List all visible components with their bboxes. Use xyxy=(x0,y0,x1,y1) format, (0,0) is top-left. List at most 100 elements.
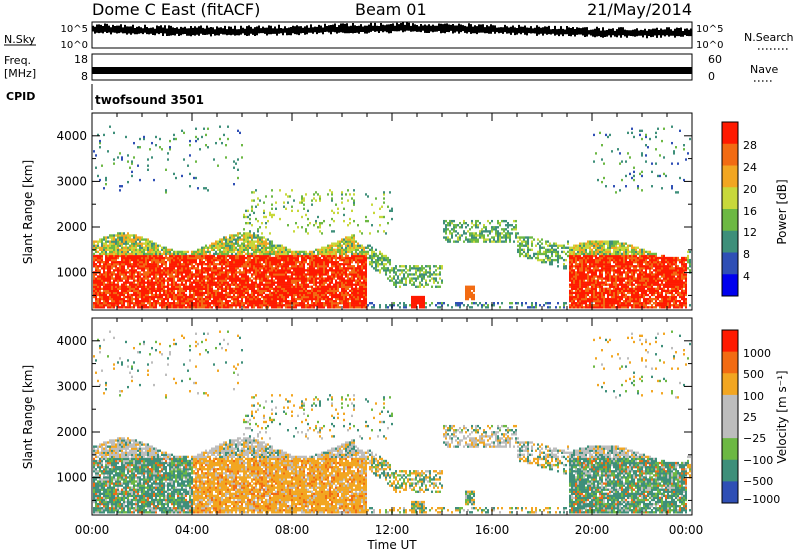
power-cell xyxy=(275,267,277,270)
power-cell xyxy=(209,263,211,266)
power-cell xyxy=(147,256,149,260)
power-cell xyxy=(117,269,119,272)
power-cell xyxy=(465,226,467,229)
power-cell xyxy=(95,304,97,307)
power-cell xyxy=(457,232,459,235)
power-cell xyxy=(315,281,317,284)
power-cell xyxy=(181,299,183,303)
power-cell xyxy=(335,279,337,282)
power-cell xyxy=(309,221,311,225)
power-cell xyxy=(283,248,285,252)
power-cell xyxy=(111,240,113,243)
power-cell xyxy=(239,265,241,268)
power-cell xyxy=(157,295,159,299)
power-cell xyxy=(341,248,343,252)
power-cell xyxy=(105,258,107,262)
power-cell xyxy=(347,306,349,309)
power-cell xyxy=(467,238,469,241)
power-cell xyxy=(157,299,159,303)
power-cell xyxy=(319,226,321,229)
power-cell xyxy=(171,269,173,272)
power-cell xyxy=(111,275,113,278)
power-cell xyxy=(343,271,345,274)
power-cell xyxy=(133,265,135,268)
power-cell xyxy=(209,258,211,262)
power-cell xyxy=(141,269,143,272)
power-cell xyxy=(247,277,249,280)
power-cell xyxy=(161,281,163,284)
power-cell xyxy=(341,201,343,204)
power-cell xyxy=(319,279,321,282)
power-cell xyxy=(261,252,263,256)
power-cell xyxy=(163,293,165,297)
power-cell xyxy=(327,246,329,249)
power-cell xyxy=(225,250,227,254)
power-cell xyxy=(183,131,185,135)
power-cell xyxy=(151,240,153,243)
power-cell xyxy=(429,271,431,274)
power-cell xyxy=(229,277,231,280)
power-cell xyxy=(423,306,425,309)
power-cell xyxy=(271,302,273,305)
power-cell xyxy=(235,263,237,266)
power-cell xyxy=(99,287,101,291)
power-cell xyxy=(473,297,475,301)
power-cell xyxy=(103,304,105,307)
power-cell xyxy=(131,287,133,291)
power-cell xyxy=(539,250,541,254)
power-cell xyxy=(239,283,241,286)
power-cell xyxy=(507,236,509,239)
power-cell xyxy=(359,297,361,301)
power-cell xyxy=(389,275,391,278)
power-cell xyxy=(159,271,161,274)
power-cell xyxy=(229,279,231,282)
power-cell xyxy=(285,271,287,274)
power-cell xyxy=(421,299,423,303)
power-cell xyxy=(447,224,449,227)
power-cell xyxy=(285,252,287,256)
date-title: 21/May/2014 xyxy=(587,0,692,19)
power-cell xyxy=(471,293,473,297)
power-cell xyxy=(197,137,199,141)
power-cell xyxy=(307,273,309,276)
power-cell xyxy=(209,250,211,254)
power-cell xyxy=(257,277,259,280)
power-cell xyxy=(315,269,317,272)
power-cell xyxy=(105,285,107,288)
power-cell xyxy=(199,287,201,291)
power-cell xyxy=(287,287,289,291)
power-cell xyxy=(247,263,249,266)
power-cell xyxy=(245,275,247,278)
power-cell xyxy=(485,302,487,305)
power-cell xyxy=(141,252,143,256)
power-cell xyxy=(187,299,189,303)
power-cell xyxy=(275,299,277,303)
power-cell xyxy=(289,279,291,282)
power-cell xyxy=(261,242,263,245)
power-cell xyxy=(251,260,253,264)
power-cell xyxy=(313,291,315,295)
power-cell xyxy=(245,273,247,276)
power-cell xyxy=(235,238,237,241)
power-cell xyxy=(195,258,197,262)
power-cell xyxy=(207,275,209,278)
power-cell xyxy=(365,291,367,295)
power-cell xyxy=(179,263,181,266)
power-cell xyxy=(125,279,127,282)
power-cell xyxy=(281,244,283,247)
power-cell xyxy=(355,267,357,270)
power-cell xyxy=(261,238,263,241)
power-cell xyxy=(315,263,317,266)
power-cell xyxy=(515,234,517,237)
power-cell xyxy=(497,240,499,243)
power-cell xyxy=(237,275,239,278)
power-cell xyxy=(251,299,253,303)
power-cell xyxy=(117,232,119,235)
power-cell xyxy=(117,240,119,243)
power-cell xyxy=(325,277,327,280)
power-cell xyxy=(293,258,295,262)
power-cell xyxy=(169,250,171,254)
power-cell xyxy=(249,256,251,260)
power-cell xyxy=(197,275,199,278)
power-cell xyxy=(167,304,169,307)
